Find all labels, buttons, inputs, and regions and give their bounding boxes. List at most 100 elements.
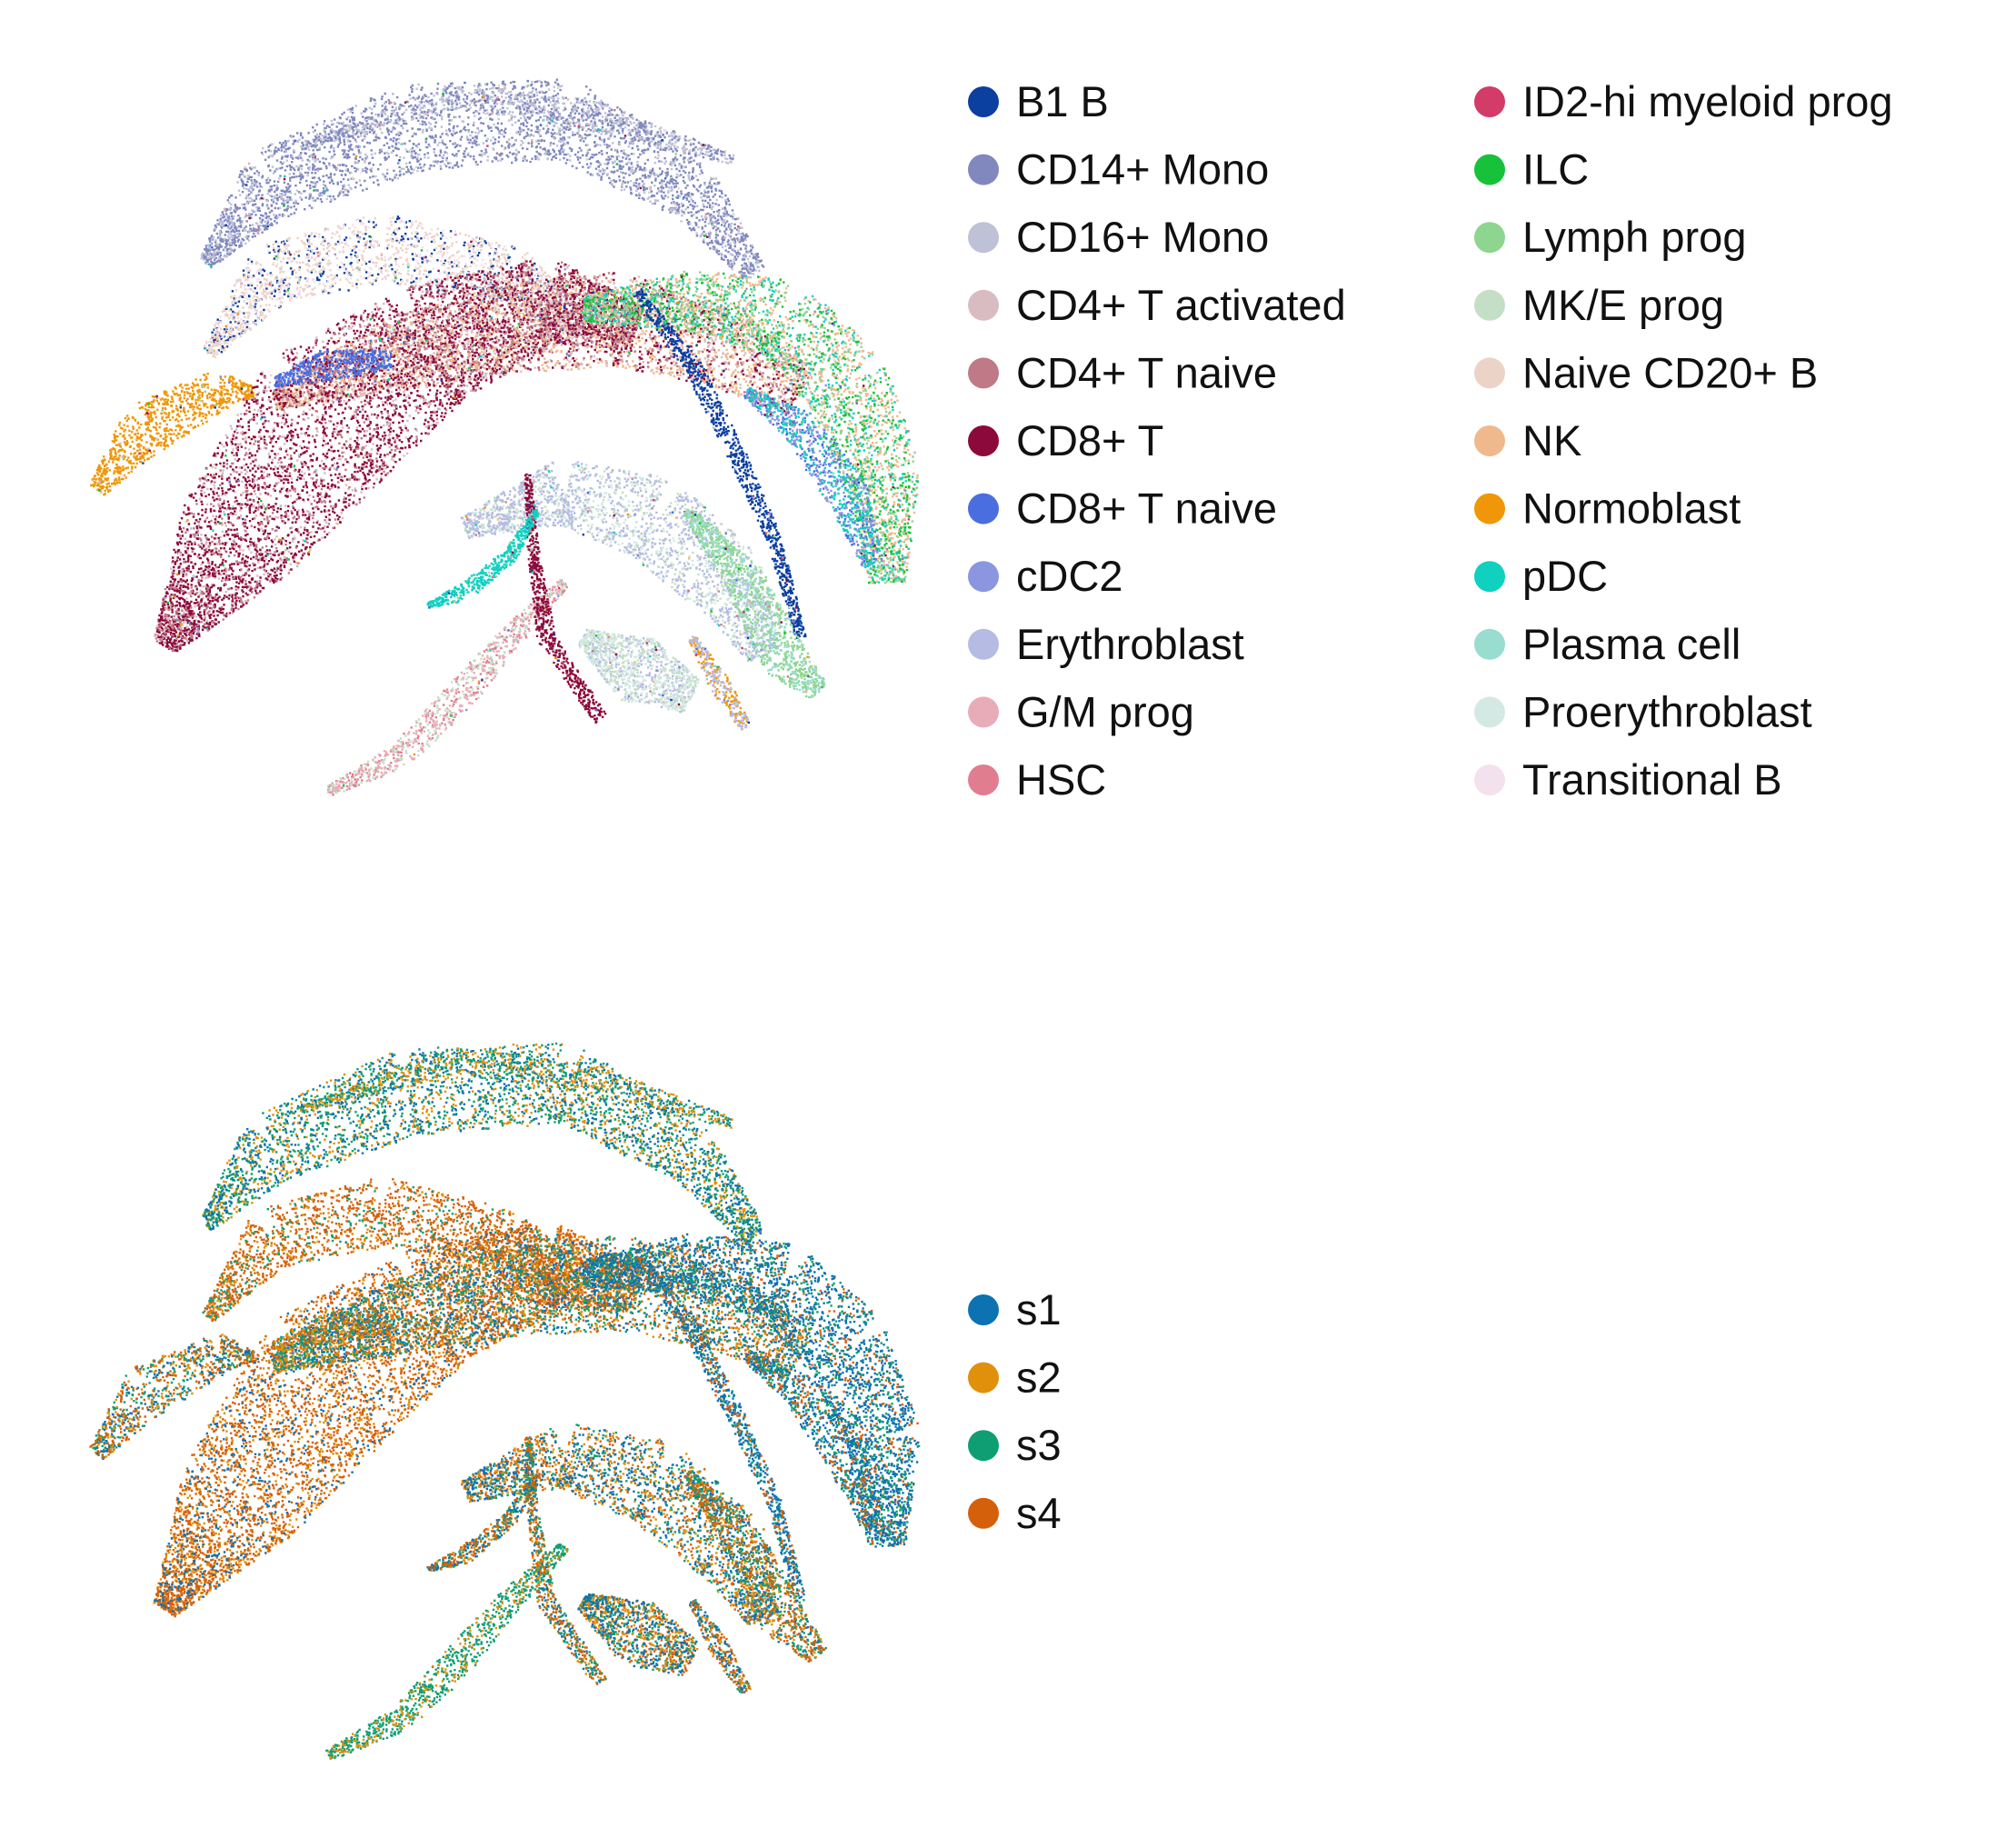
sample-point-cloud — [577, 1593, 698, 1674]
cell-point-cloud — [155, 437, 158, 440]
cell-point-cloud — [781, 557, 783, 560]
cell-type-legend-marker — [1474, 764, 1505, 795]
cell-point-cloud — [828, 500, 831, 504]
cell-point-cloud — [688, 636, 748, 731]
cell-point-cloud — [747, 721, 750, 724]
sample-legend-marker — [968, 1294, 999, 1325]
cell-point-cloud — [507, 629, 510, 632]
cell-point-cloud — [723, 698, 726, 702]
cell-point-cloud — [694, 645, 697, 648]
cell-point-cloud — [645, 642, 648, 644]
cell-point-cloud — [768, 605, 780, 611]
cell-point-cloud — [707, 410, 796, 623]
cell-point-cloud — [716, 665, 719, 669]
cell-point-cloud — [360, 99, 732, 240]
cell-point-cloud — [582, 273, 918, 584]
cell-point-cloud — [474, 464, 721, 627]
cell-point-cloud — [833, 472, 835, 474]
cell-type-legend-marker — [968, 493, 999, 524]
sample-point-cloud — [524, 1436, 606, 1685]
cell-type-legend-label: CD14+ Mono — [1016, 145, 1269, 194]
cell-point-cloud — [511, 551, 514, 554]
sample-point-cloud — [204, 1178, 589, 1323]
cell-point-cloud — [595, 708, 598, 711]
cell-point-cloud — [90, 373, 255, 496]
cell-type-legend-label: MK/E prog — [1522, 281, 1724, 329]
sample-legend-marker — [968, 1430, 999, 1462]
cell-type-legend-marker — [968, 357, 999, 389]
cell-type-legend-marker — [1474, 222, 1505, 254]
cell-type-legend-marker — [1474, 425, 1505, 456]
cell-point-cloud — [649, 654, 652, 658]
cell-type-legend-label: ID2-hi myeloid prog — [1522, 77, 1893, 125]
cell-point-cloud — [489, 649, 492, 652]
cell-type-legend-label: CD4+ T naive — [1016, 348, 1277, 396]
cell-type-legend-marker — [1474, 154, 1505, 185]
cell-point-cloud — [784, 420, 787, 423]
sample-point-cloud — [325, 1543, 569, 1760]
cell-point-cloud — [330, 374, 334, 377]
cell-point-cloud — [876, 534, 879, 536]
cell-type-legend-marker — [968, 425, 999, 456]
cell-point-cloud — [454, 601, 456, 604]
cell-point-cloud — [199, 385, 204, 403]
cell-type-legend-marker — [968, 628, 999, 660]
cell-point-cloud — [670, 698, 673, 702]
sample-legend-label: s1 — [1016, 1285, 1062, 1334]
cell-type-legend-marker — [968, 86, 999, 117]
sample-point-cloud — [433, 1473, 539, 1572]
cell-point-cloud — [553, 648, 555, 652]
cell-type-legend-label: CD4+ T activated — [1016, 281, 1346, 329]
cell-point-cloud — [413, 606, 546, 756]
cell-point-cloud — [692, 644, 695, 647]
cell-point-cloud — [494, 647, 497, 650]
cell-point-cloud — [327, 785, 330, 789]
cell-type-legend-label: NK — [1522, 416, 1581, 464]
cell-point-cloud — [786, 617, 789, 620]
cell-type-legend-marker — [1474, 696, 1505, 728]
cell-point-cloud — [672, 335, 674, 337]
cell-type-legend-label: CD8+ T — [1016, 416, 1163, 464]
cell-point-cloud — [119, 442, 122, 445]
cell-point-cloud — [497, 98, 501, 101]
cell-point-cloud — [498, 153, 501, 156]
cell-type-legend-label: Lymph prog — [1522, 213, 1746, 261]
cell-type-legend-label: Naive CD20+ B — [1522, 348, 1818, 396]
cell-point-cloud — [633, 513, 636, 515]
cell-point-cloud — [528, 559, 532, 562]
cell-point-cloud — [457, 542, 512, 599]
cell-point-cloud — [154, 261, 643, 653]
sample-legend-label: s3 — [1016, 1421, 1062, 1469]
cell-type-scatter-plot — [90, 78, 919, 796]
cell-point-cloud — [854, 530, 863, 541]
cell-point-cloud — [524, 473, 607, 724]
cell-point-cloud — [535, 580, 538, 583]
cell-point-cloud — [345, 348, 348, 351]
sample-point-cloud — [89, 1334, 255, 1459]
cell-point-cloud — [447, 592, 450, 594]
cell-point-cloud — [719, 532, 722, 534]
cell-point-cloud — [737, 612, 740, 614]
sample-point-cloud — [426, 1473, 538, 1572]
cell-point-cloud — [204, 216, 591, 359]
cell-point-cloud — [272, 272, 808, 413]
cell-point-cloud — [764, 532, 767, 534]
cell-type-legend-label: Erythroblast — [1016, 620, 1244, 668]
cell-point-cloud — [481, 678, 484, 681]
cell-type-legend-marker — [1474, 357, 1505, 389]
cell-point-cloud — [694, 654, 697, 656]
cell-type-legend-label: G/M prog — [1016, 687, 1194, 735]
cell-point-cloud — [534, 543, 537, 545]
cell-type-legend-marker — [1474, 493, 1505, 524]
cell-point-cloud — [688, 635, 749, 731]
sample-point-cloud — [579, 1593, 697, 1676]
cell-point-cloud — [711, 670, 714, 673]
cell-point-cloud — [662, 694, 664, 697]
cell-point-cloud — [603, 643, 605, 645]
sample-point-cloud — [300, 1050, 732, 1127]
cell-point-cloud — [812, 664, 815, 668]
cell-type-legend: B1 B CD14+ Mono CD16+ Mono CD4+ T activated… — [968, 77, 1893, 804]
cell-type-legend-label: cDC2 — [1016, 552, 1123, 600]
cell-point-cloud — [579, 629, 700, 712]
cell-type-legend-marker — [968, 696, 999, 728]
